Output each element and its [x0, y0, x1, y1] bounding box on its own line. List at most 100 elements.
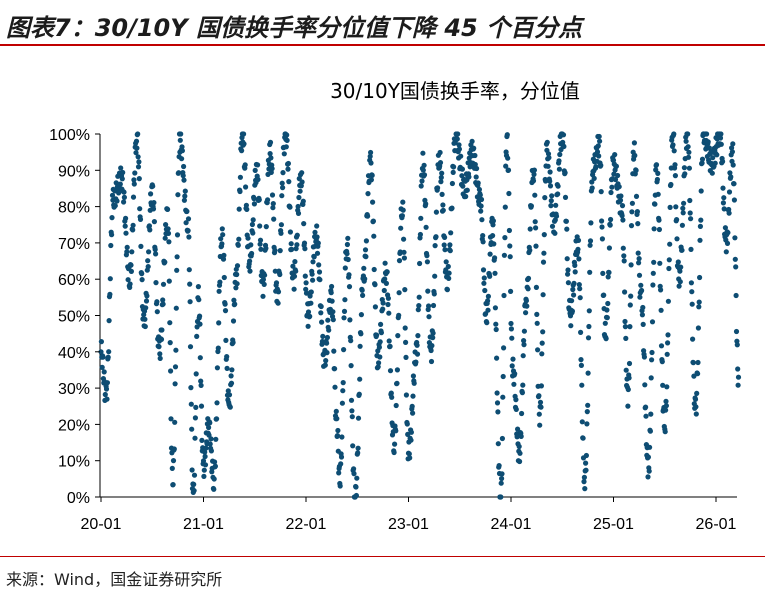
data-point [105, 354, 111, 360]
data-point [199, 437, 205, 443]
data-point [290, 263, 296, 269]
data-point [228, 380, 235, 386]
data-point [417, 260, 423, 267]
data-point [481, 280, 487, 286]
data-point [411, 380, 417, 386]
data-point [200, 458, 207, 464]
data-point [650, 282, 656, 288]
data-point [101, 369, 107, 375]
data-point [128, 262, 134, 268]
data-point [299, 170, 305, 176]
data-point [301, 240, 308, 246]
data-point [375, 364, 381, 370]
data-point [102, 391, 108, 398]
data-point [167, 320, 173, 326]
data-point [430, 335, 436, 341]
data-point [113, 180, 119, 186]
data-point [302, 273, 308, 279]
data-point [391, 449, 397, 456]
data-point [507, 254, 513, 260]
data-point [621, 258, 627, 264]
data-point [696, 304, 702, 310]
data-point [445, 263, 451, 270]
data-point [585, 335, 592, 341]
data-point [183, 220, 189, 226]
data-point [135, 154, 141, 160]
data-point [98, 349, 104, 355]
data-point [718, 131, 724, 137]
data-point [664, 384, 670, 390]
data-point [689, 301, 695, 307]
data-point [398, 225, 404, 231]
data-point [103, 386, 110, 392]
data-point [494, 390, 500, 396]
data-point [581, 474, 588, 480]
data-point [672, 162, 678, 168]
data-point [357, 343, 363, 349]
data-point [518, 433, 524, 439]
data-point [212, 459, 218, 465]
data-point [622, 318, 628, 325]
data-point [305, 309, 312, 315]
data-point [512, 371, 518, 377]
data-point [236, 236, 242, 242]
data-point [202, 462, 209, 468]
data-point [154, 309, 160, 315]
data-point [171, 446, 177, 452]
data-point [601, 292, 607, 298]
data-point [520, 353, 526, 359]
data-point [421, 162, 427, 168]
data-point [318, 303, 324, 310]
data-point [187, 344, 194, 350]
data-point [546, 155, 552, 161]
data-point [295, 203, 301, 210]
data-point [212, 463, 218, 469]
data-point [121, 199, 127, 205]
data-point [481, 275, 487, 281]
data-point [501, 345, 507, 351]
data-point [263, 224, 269, 230]
data-point [250, 217, 256, 223]
x-tick-label: 23-01 [388, 516, 429, 533]
data-point [429, 343, 435, 349]
data-point [214, 416, 220, 422]
data-point [450, 169, 456, 175]
data-point [289, 246, 295, 252]
data-point [687, 197, 693, 204]
data-point [423, 201, 429, 207]
data-point [109, 232, 115, 238]
data-point [279, 180, 285, 186]
data-point [324, 340, 330, 346]
data-point [605, 300, 611, 307]
data-point [218, 236, 224, 242]
data-point [158, 336, 165, 342]
data-point [438, 179, 444, 185]
data-point [303, 286, 309, 292]
data-point [528, 203, 535, 209]
data-point [198, 378, 204, 384]
data-point [285, 160, 291, 167]
data-point [508, 320, 514, 327]
data-point [565, 271, 571, 277]
data-point [426, 303, 432, 309]
data-point [576, 282, 582, 288]
data-point [734, 342, 740, 348]
data-point [404, 421, 410, 427]
data-point [359, 287, 365, 293]
data-point [480, 267, 487, 273]
data-point [663, 403, 670, 409]
data-point [146, 223, 152, 229]
data-point [636, 256, 642, 262]
data-point [469, 138, 475, 144]
data-point [639, 312, 646, 318]
data-point [472, 161, 478, 168]
data-point [347, 317, 353, 323]
data-point [365, 191, 371, 197]
data-point [106, 318, 112, 324]
data-point [162, 235, 168, 241]
data-point [374, 332, 380, 338]
data-point [583, 467, 589, 473]
data-point [145, 264, 151, 270]
data-point [128, 268, 134, 274]
data-point [325, 317, 331, 323]
